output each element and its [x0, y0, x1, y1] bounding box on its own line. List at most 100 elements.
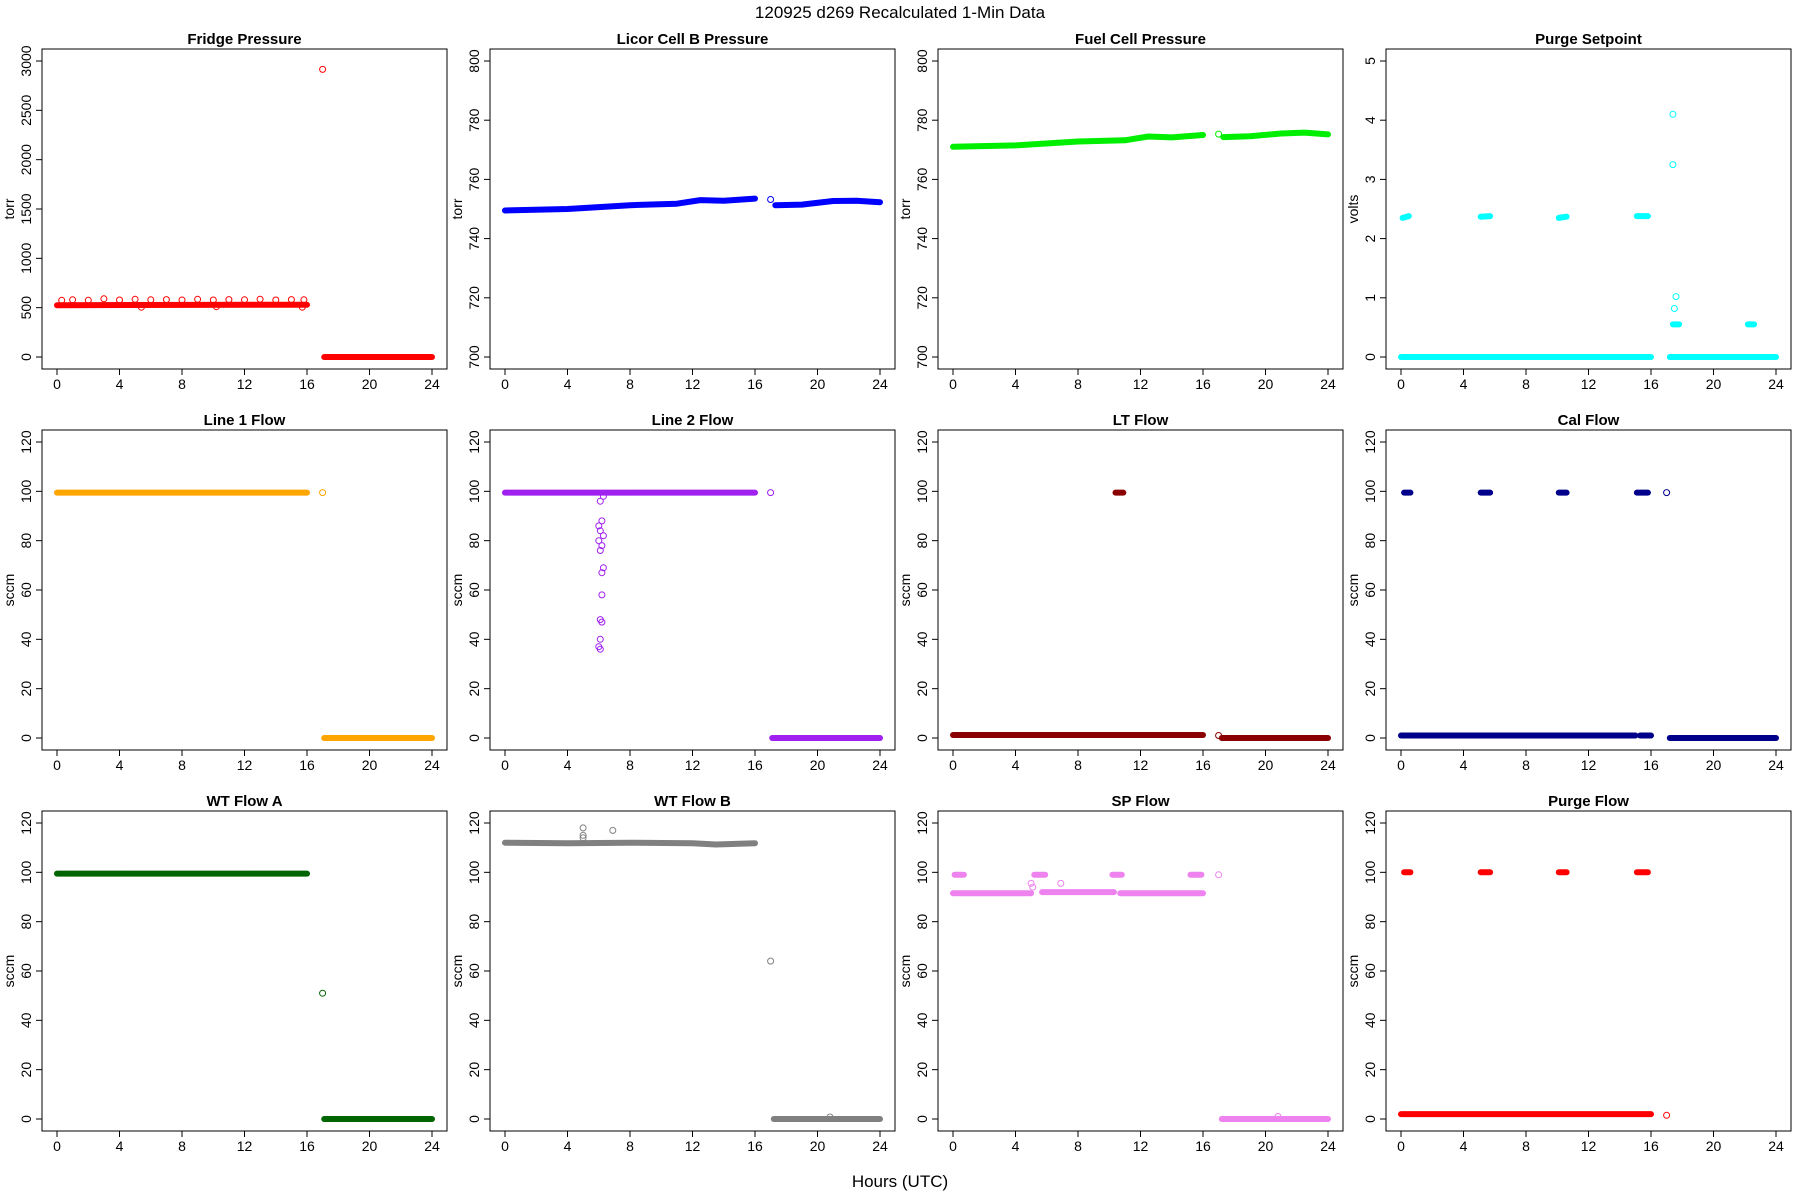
y-tick-label: 120 — [18, 811, 34, 835]
y-tick-label: 80 — [466, 914, 482, 930]
y-tick-label: 100 — [466, 479, 482, 503]
data-point — [272, 296, 280, 304]
x-tick-label: 12 — [1581, 757, 1597, 773]
y-tick-label: 40 — [18, 1012, 34, 1028]
panel-frame — [41, 429, 448, 751]
data-point — [595, 522, 603, 530]
y-tick-label: 720 — [466, 286, 482, 310]
y-tick-label: 740 — [466, 227, 482, 251]
y-tick-label: 80 — [914, 914, 930, 930]
data-point — [599, 532, 607, 540]
data-point — [319, 489, 327, 497]
panel-frame — [1385, 48, 1792, 370]
x-tick-label: 4 — [116, 757, 124, 773]
y-tick-label: 100 — [914, 479, 930, 503]
y-tick-label: 760 — [466, 168, 482, 192]
x-tick-label: 8 — [1522, 1138, 1530, 1154]
panel-line-2-flow: Line 2 Flow sccm 0 4 8 12 16 20 24 0 20 40 60 80 100 12… — [449, 412, 896, 773]
y-tick-label: 60 — [466, 963, 482, 979]
y-tick-label: 60 — [18, 963, 34, 979]
x-tick-label: 8 — [178, 1138, 186, 1154]
x-tick-label: 16 — [747, 757, 763, 773]
x-tick-label: 0 — [1397, 376, 1405, 392]
x-tick-label: 4 — [564, 757, 572, 773]
x-tick-label: 24 — [872, 757, 888, 773]
panel-fridge-pressure: Fridge Pressure torr 0 4 8 12 16 20 24 0 500 1000 15… — [1, 31, 448, 392]
data-point — [69, 296, 77, 304]
panel-cal-flow: Cal Flow sccm 0 4 8 12 16 20 24 0 20 40 60 80 100 120 — [1345, 412, 1792, 773]
y-axis-label: sccm — [897, 955, 913, 988]
y-tick-label: 20 — [914, 681, 930, 697]
x-tick-label: 24 — [424, 757, 440, 773]
panel-frame — [489, 429, 896, 751]
x-tick-label: 0 — [1397, 757, 1405, 773]
y-tick-label: 120 — [1362, 811, 1378, 835]
data-point — [300, 296, 308, 304]
y-tick-label: 0 — [1362, 734, 1378, 742]
x-tick-label: 8 — [1074, 376, 1082, 392]
x-tick-label: 0 — [501, 757, 509, 773]
y-tick-label: 40 — [914, 631, 930, 647]
panel-sp-flow: SP Flow sccm 0 4 8 12 16 20 24 0 20 40 60 80 100 120 — [897, 793, 1344, 1154]
data-point — [178, 296, 186, 304]
data-point — [241, 296, 248, 304]
y-tick-label: 40 — [914, 1012, 930, 1028]
y-axis-label: sccm — [897, 574, 913, 607]
panel-title: WT Flow A — [206, 793, 282, 810]
x-tick-label: 16 — [1643, 757, 1659, 773]
x-tick-label: 8 — [1522, 376, 1530, 392]
data-point — [131, 295, 139, 303]
y-tick-label: 80 — [1362, 914, 1378, 930]
x-tick-label: 12 — [1133, 1138, 1149, 1154]
y-tick-label: 1000 — [18, 243, 34, 274]
x-tick-label: 0 — [1397, 1138, 1405, 1154]
panel-lt-flow: LT Flow sccm 0 4 8 12 16 20 24 0 20 40 60 80 100 120 — [897, 412, 1344, 773]
y-axis-label: sccm — [449, 574, 465, 607]
data-point — [579, 834, 587, 842]
x-tick-label: 12 — [1581, 376, 1597, 392]
y-tick-label: 700 — [914, 345, 930, 369]
x-tick-label: 8 — [1074, 1138, 1082, 1154]
panel-title: Fridge Pressure — [187, 31, 301, 48]
x-tick-label: 24 — [1320, 1138, 1336, 1154]
y-tick-label: 20 — [1362, 681, 1378, 697]
x-tick-label: 24 — [424, 1138, 440, 1154]
y-tick-label: 100 — [1362, 479, 1378, 503]
y-tick-label: 5 — [1362, 57, 1378, 65]
y-tick-label: 780 — [466, 108, 482, 132]
y-tick-label: 40 — [1362, 1012, 1378, 1028]
y-tick-label: 0 — [914, 734, 930, 742]
panel-title: SP Flow — [1111, 793, 1169, 810]
data-point — [826, 1113, 834, 1121]
panel-frame — [937, 810, 1344, 1132]
data-point — [1029, 883, 1037, 891]
y-tick-label: 500 — [18, 296, 34, 320]
x-tick-label: 16 — [1195, 1138, 1211, 1154]
data-point — [596, 645, 604, 653]
figure-xlabel: Hours (UTC) — [852, 1172, 948, 1191]
x-tick-label: 16 — [1643, 376, 1659, 392]
x-tick-label: 0 — [501, 376, 509, 392]
panel-title: LT Flow — [1113, 412, 1169, 429]
data-band — [1477, 213, 1494, 220]
y-tick-label: 60 — [1362, 582, 1378, 598]
panel-licor-cell-b-pressure: Licor Cell B Pressure torr 0 4 8 12 16 20 24 700 7… — [449, 31, 896, 392]
y-axis-label: sccm — [1, 574, 17, 607]
x-tick-label: 4 — [116, 1138, 124, 1154]
y-tick-label: 100 — [18, 479, 34, 503]
panel-line-1-flow: Line 1 Flow sccm 0 4 8 12 16 20 24 0 20 40 60 80 100 12… — [1, 412, 448, 773]
y-axis-label: torr — [897, 198, 913, 219]
panel-title: Purge Setpoint — [1535, 31, 1642, 48]
panel-frame — [41, 810, 448, 1132]
y-axis-label: torr — [1, 198, 17, 219]
data-point — [194, 295, 202, 303]
y-tick-label: 40 — [466, 631, 482, 647]
x-tick-label: 16 — [299, 1138, 315, 1154]
data-point — [1672, 293, 1680, 301]
panel-purge-flow: Purge Flow sccm 0 4 8 12 16 20 24 0 20 40 60 80 100 120 — [1345, 793, 1792, 1154]
data-point — [319, 65, 327, 73]
y-tick-label: 20 — [18, 681, 34, 697]
data-point — [1670, 305, 1678, 312]
data-point — [599, 564, 607, 572]
x-tick-label: 12 — [237, 376, 253, 392]
